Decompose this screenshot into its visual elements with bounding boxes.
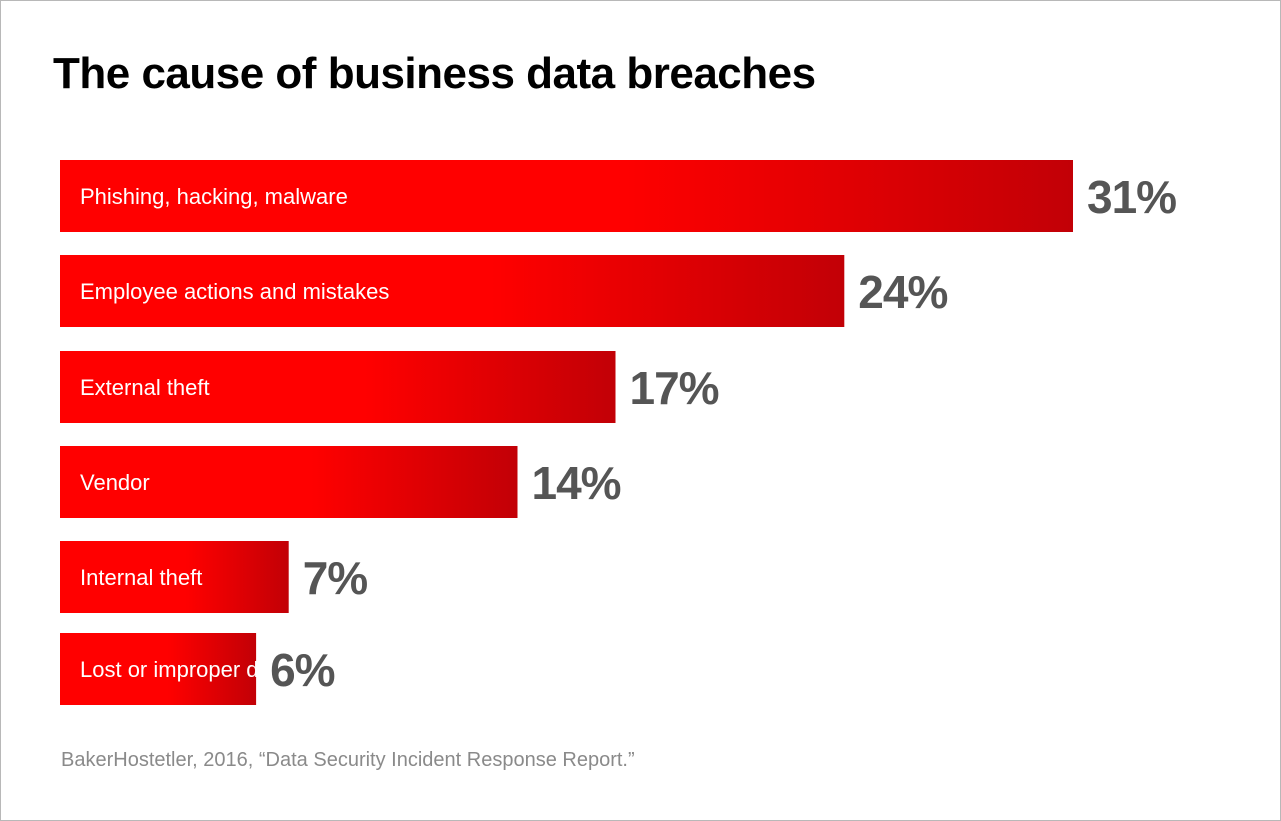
bar [60, 541, 289, 613]
value-label: 31% [1087, 171, 1176, 223]
category-label: Vendor [80, 470, 150, 495]
bar [60, 633, 257, 705]
value-label: 6% [270, 644, 335, 696]
category-label: External theft [80, 375, 210, 400]
value-label: 14% [532, 457, 621, 509]
bar [60, 160, 1073, 232]
category-label: Internal theft [80, 565, 202, 590]
bar [60, 255, 845, 327]
value-label: 17% [630, 362, 719, 414]
source-note: BakerHostetler, 2016, “Data Security Inc… [61, 749, 635, 771]
bars-group: Phishing, hacking, malware 31% Employee ac… [60, 160, 1177, 705]
value-label: 7% [303, 552, 368, 604]
category-label: Employee actions and mistakes [80, 279, 389, 304]
category-label: Lost or improper disposal [80, 657, 327, 682]
category-label: Phishing, hacking, malware [80, 184, 348, 209]
value-label: 24% [858, 266, 947, 318]
bar [60, 351, 616, 423]
chart-title: The cause of business data breaches [53, 49, 816, 98]
bar [60, 446, 518, 518]
